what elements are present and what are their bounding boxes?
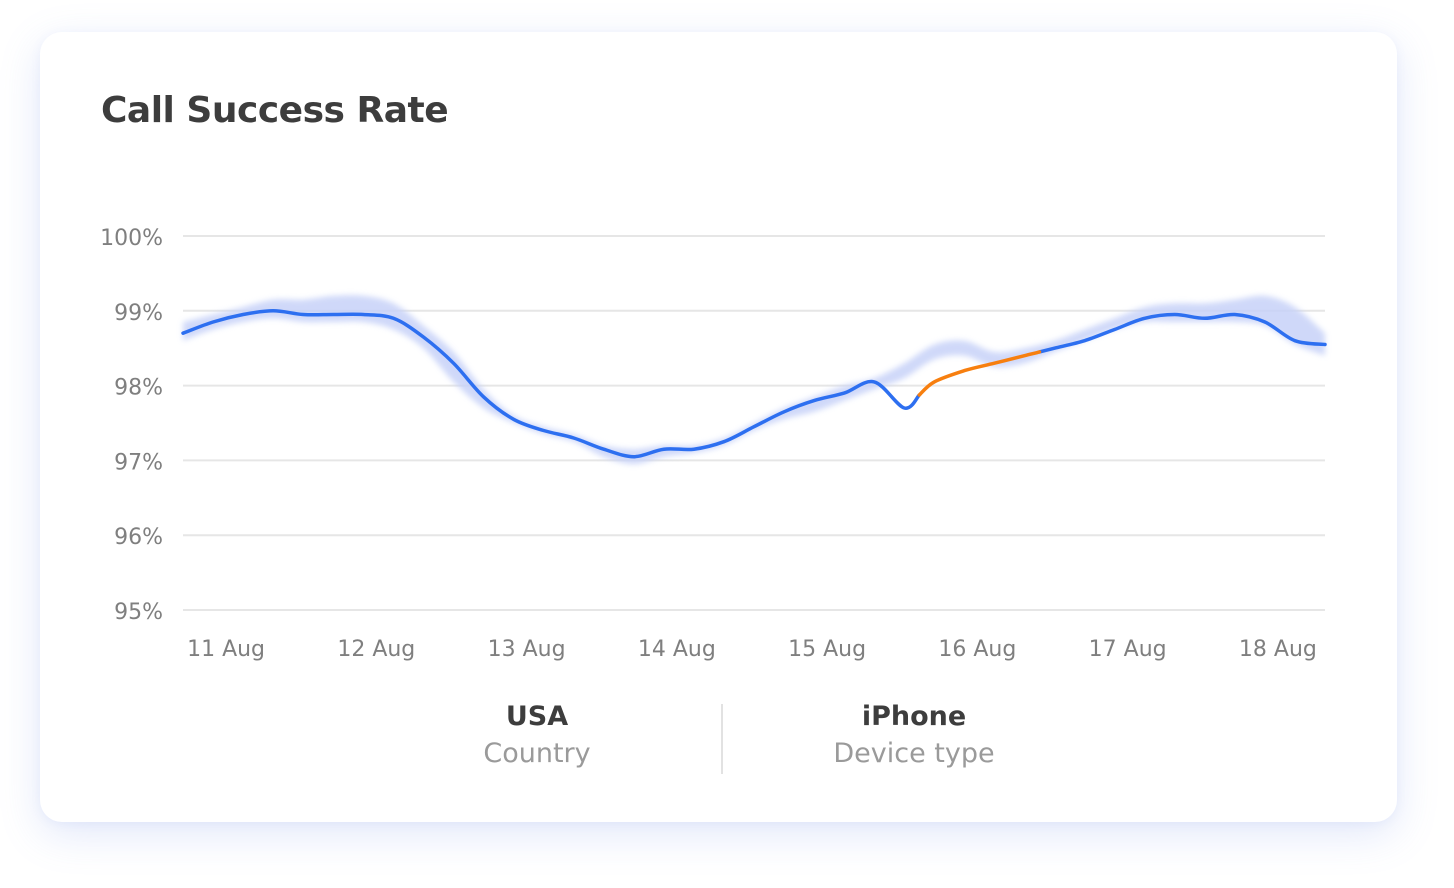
y-tick-label: 97%	[114, 450, 163, 475]
filter-country-value: USA	[505, 701, 569, 732]
series-line-normal	[181, 309, 922, 459]
y-tick-label: 99%	[114, 301, 163, 326]
x-tick-label: 12 Aug	[337, 637, 415, 662]
filter-summary: USA Country iPhone Device type	[40, 700, 1397, 780]
x-tick-label: 17 Aug	[1089, 637, 1167, 662]
series-line-anomaly	[917, 350, 1042, 397]
filter-device-type-label: Device type	[833, 738, 995, 769]
y-tick-label: 98%	[114, 376, 163, 401]
band-layer	[183, 295, 1325, 465]
call-success-rate-card: Call Success Rate 95% 96% 97% 98% 99% 100% 11…	[40, 32, 1397, 822]
line-layer	[181, 309, 1327, 459]
call-success-rate-chart: 95% 96% 97% 98% 99% 100% 11 Aug 12 Aug 13 Aug 14…	[100, 226, 1327, 662]
series-line-normal	[1037, 312, 1327, 354]
filter-country-label: Country	[483, 738, 591, 769]
x-tick-label: 11 Aug	[187, 637, 265, 662]
grid-layer	[183, 235, 1325, 611]
filter-device-type[interactable]: iPhone Device type	[794, 700, 1034, 774]
y-tick-label: 96%	[114, 525, 163, 550]
filter-divider	[721, 704, 723, 774]
x-tick-label: 14 Aug	[638, 637, 716, 662]
x-tick-label: 16 Aug	[938, 637, 1016, 662]
filter-device-type-value: iPhone	[861, 701, 967, 732]
x-axis: 11 Aug 12 Aug 13 Aug 14 Aug 15 Aug 16 Aug 17 A…	[187, 637, 1317, 662]
filter-country[interactable]: USA Country	[417, 700, 657, 774]
x-tick-label: 15 Aug	[788, 637, 866, 662]
x-tick-label: 13 Aug	[488, 637, 566, 662]
y-tick-label: 95%	[114, 600, 163, 625]
chart-title: Call Success Rate	[101, 90, 449, 131]
y-tick-label: 100%	[100, 226, 163, 251]
expected-range-band	[183, 295, 1325, 465]
y-axis: 95% 96% 97% 98% 99% 100%	[100, 226, 163, 625]
x-tick-label: 18 Aug	[1239, 637, 1317, 662]
